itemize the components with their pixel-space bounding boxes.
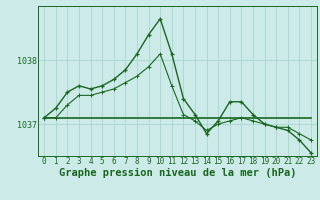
X-axis label: Graphe pression niveau de la mer (hPa): Graphe pression niveau de la mer (hPa): [59, 168, 296, 178]
